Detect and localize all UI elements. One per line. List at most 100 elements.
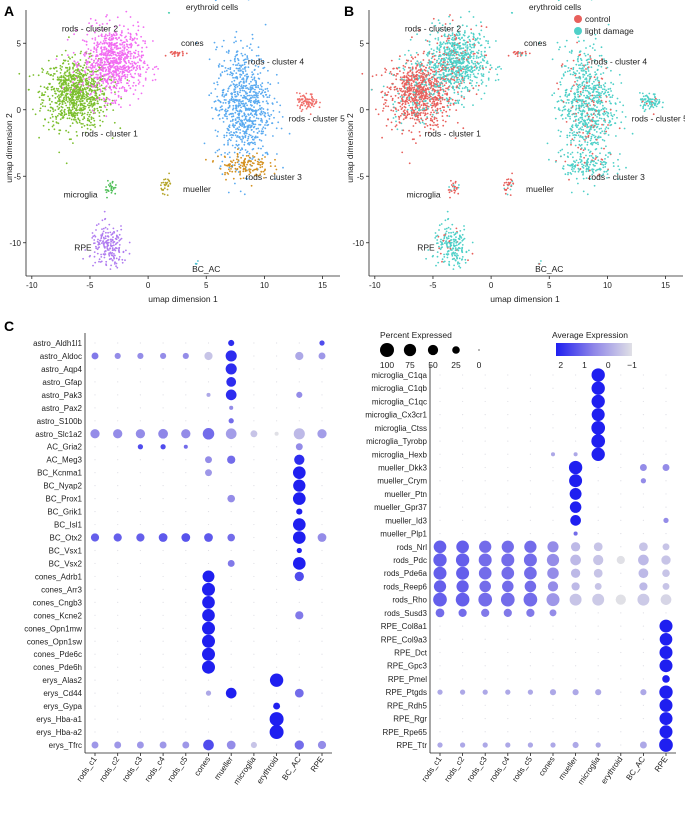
umap-b-point: [455, 37, 457, 40]
umap-a-point: [132, 55, 135, 57]
umap-b-point: [495, 40, 497, 42]
umap-b-point: [447, 61, 449, 64]
umap-a-point: [68, 114, 70, 117]
umap-b-point: [395, 120, 397, 123]
umap-a-point: [234, 84, 237, 87]
umap-a-point: [256, 102, 259, 105]
umap-b-point: [437, 84, 440, 87]
umap-a-point: [98, 243, 101, 246]
umap-a-point: [167, 179, 170, 182]
umap-b-point: [567, 152, 569, 154]
umap-a-point: [67, 111, 70, 113]
umap-a-point: [224, 171, 227, 174]
umap-a-cluster-label: rods - cluster 3: [246, 172, 302, 182]
umap-a-point: [255, 127, 258, 130]
umap-a-point: [90, 70, 93, 73]
umap-a-point: [275, 168, 278, 171]
umap-b-point: [405, 115, 408, 118]
umap-a-point: [90, 118, 93, 120]
umap-b-point: [601, 90, 604, 93]
umap-a-point: [235, 30, 238, 33]
umap-a-point: [235, 131, 238, 133]
umap-b-point: [418, 81, 421, 84]
umap-b-point: [442, 67, 445, 70]
umap-a-point: [59, 76, 61, 79]
umap-a-point: [161, 192, 164, 195]
umap-a-point: [72, 51, 75, 54]
umap-a-point: [137, 61, 139, 64]
umap-b-point: [486, 60, 489, 63]
umap-a-point: [123, 87, 126, 89]
umap-b-point: [419, 83, 422, 86]
umap-a-point: [75, 120, 78, 123]
umap-b-point: [594, 158, 597, 161]
umap-a-point: [120, 81, 123, 84]
umap-a-point: [108, 185, 111, 188]
umap-a-point: [68, 138, 71, 141]
umap-a-point: [43, 86, 46, 88]
umap-b-point: [457, 91, 459, 93]
umap-b-point: [414, 75, 416, 78]
umap-b-point: [573, 113, 576, 115]
umap-b-point: [409, 100, 412, 103]
umap-a-point: [214, 0, 217, 2]
umap-a-point: [75, 74, 77, 77]
umap-b-point: [469, 51, 472, 54]
umap-b-point: [605, 89, 608, 92]
umap-b-point: [394, 94, 397, 97]
umap-a-point: [244, 68, 246, 70]
umap-a-point: [69, 111, 72, 113]
umap-b-point: [453, 71, 456, 74]
umap-b-point: [415, 71, 418, 74]
umap-a-point: [106, 42, 108, 44]
umap-a-point: [120, 51, 123, 53]
umap-a-point: [121, 65, 124, 68]
umap-b-point: [394, 125, 397, 128]
umap-b-point: [487, 77, 490, 80]
umap-a-point: [94, 37, 97, 39]
umap-a-point: [132, 38, 135, 41]
umap-a-points: [18, 0, 321, 270]
umap-b-point: [488, 46, 491, 49]
umap-a-point: [49, 110, 52, 112]
umap-b-point: [449, 102, 452, 105]
umap-b-point: [428, 62, 431, 64]
umap-a-cluster-label: rods - cluster 5: [289, 114, 345, 124]
umap-a-point: [81, 69, 84, 72]
umap-a-point: [93, 111, 95, 114]
umap-a-point: [86, 127, 89, 130]
umap-b-point: [471, 84, 473, 87]
umap-a-point: [254, 96, 256, 99]
umap-a-point: [221, 89, 224, 92]
umap-a-point: [65, 79, 68, 82]
umap-a-point: [249, 104, 252, 106]
umap-b-point: [410, 112, 413, 115]
umap-a-point: [233, 151, 236, 154]
umap-a-point: [113, 121, 116, 124]
umap-b-point: [467, 66, 470, 69]
umap-a-point: [99, 79, 101, 82]
umap-a-point: [257, 108, 260, 111]
umap-b-point: [431, 102, 433, 105]
umap-b-point: [428, 60, 431, 62]
umap-a-point: [88, 109, 91, 111]
umap-a-point: [160, 182, 163, 184]
umap-a-point: [66, 89, 69, 92]
umap-b-point: [476, 62, 479, 65]
umap-b-point: [477, 49, 480, 52]
umap-a-point: [111, 247, 114, 249]
umap-b-point: [390, 109, 393, 112]
umap-a-point: [125, 69, 128, 72]
umap-a-point: [69, 125, 72, 127]
umap-a-point: [259, 84, 262, 86]
umap-b-point: [441, 68, 443, 71]
umap-b-point: [448, 69, 450, 72]
umap-a-point: [254, 119, 257, 122]
umap-a-point: [233, 79, 236, 82]
umap-a-point: [230, 113, 233, 115]
umap-a-point: [61, 103, 64, 105]
umap-a-point: [46, 71, 49, 73]
umap-b-point: [427, 80, 430, 82]
umap-b-point: [480, 79, 483, 81]
umap-a-point: [63, 81, 65, 84]
